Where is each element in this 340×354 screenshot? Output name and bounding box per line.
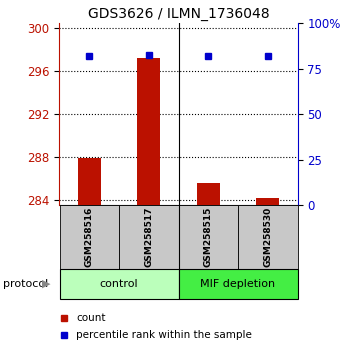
Text: protocol: protocol xyxy=(3,279,49,289)
Bar xyxy=(238,205,298,269)
Text: GSM258517: GSM258517 xyxy=(144,207,153,267)
Bar xyxy=(197,183,220,205)
Text: GSM258530: GSM258530 xyxy=(263,207,272,267)
Text: count: count xyxy=(76,313,106,323)
Bar xyxy=(59,269,178,299)
Bar xyxy=(137,58,160,205)
Title: GDS3626 / ILMN_1736048: GDS3626 / ILMN_1736048 xyxy=(88,7,269,21)
Text: ▶: ▶ xyxy=(42,279,50,289)
Bar xyxy=(59,205,119,269)
Bar xyxy=(78,158,101,205)
Bar xyxy=(119,205,178,269)
Bar xyxy=(178,205,238,269)
Text: GSM258515: GSM258515 xyxy=(204,207,213,267)
Bar xyxy=(256,198,279,205)
Text: percentile rank within the sample: percentile rank within the sample xyxy=(76,330,252,339)
Text: control: control xyxy=(100,279,138,289)
Text: MIF depletion: MIF depletion xyxy=(201,279,275,289)
Bar xyxy=(178,269,298,299)
Text: GSM258516: GSM258516 xyxy=(85,207,94,267)
